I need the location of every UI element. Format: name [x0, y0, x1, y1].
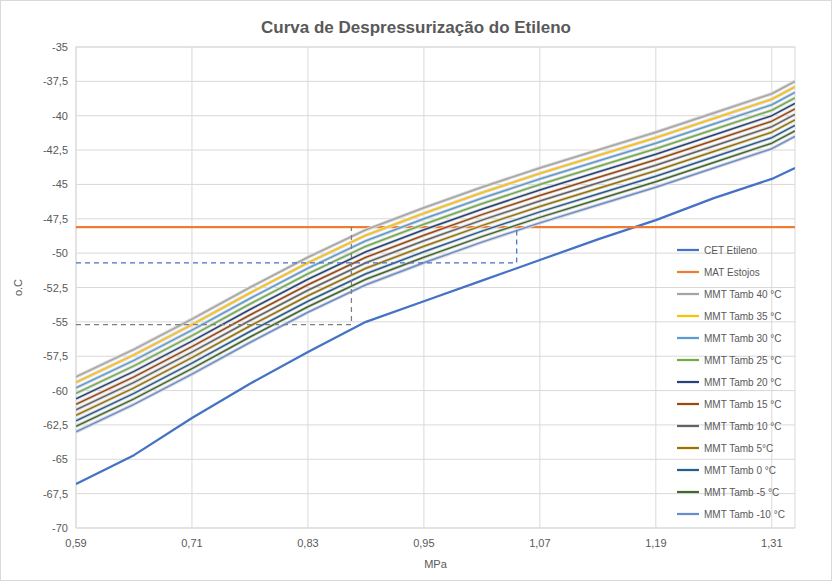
x-tick-label: 0,71	[181, 537, 202, 549]
y-tick-label: -52,5	[43, 282, 68, 294]
chart-svg: Curva de Despressurização do Etileno-35-…	[0, 0, 832, 581]
y-tick-label: -62,5	[43, 419, 68, 431]
y-axis-label: o.C	[12, 279, 24, 296]
x-axis-label: MPa	[424, 558, 448, 570]
legend-swatch	[677, 249, 699, 251]
y-grid-line	[76, 459, 795, 460]
y-tick-label: -47,5	[43, 213, 68, 225]
y-tick-label: -35	[52, 41, 68, 53]
chart-title: Curva de Despressurização do Etileno	[261, 18, 571, 37]
y-grid-line	[76, 81, 795, 82]
legend-swatch	[677, 513, 699, 515]
x-tick-label: 0,83	[297, 537, 318, 549]
y-tick-label: -40	[52, 110, 68, 122]
axes: -35 -37,5 -40 -42,5 -45 -47,5 -50 -52,5 -55 -57,5…	[43, 41, 795, 549]
y-grid-line	[76, 115, 795, 116]
grid	[76, 47, 795, 528]
legend-label: MMT Tamb -10 °C	[704, 509, 785, 520]
legend-label: MMT Tamb 5°C	[704, 443, 773, 454]
y-grid-line	[76, 493, 795, 494]
y-tick-label: -57,5	[43, 350, 68, 362]
x-tick-label: 0,59	[65, 537, 86, 549]
x-tick-label: 1,19	[645, 537, 666, 549]
y-tick-label: -70	[52, 522, 68, 534]
series-group	[76, 81, 795, 484]
legend-swatch	[677, 315, 699, 317]
chart-border	[1, 1, 832, 581]
legend-label: MMT Tamb 10 °C	[704, 421, 782, 432]
legend-label: MMT Tamb 0 °C	[704, 465, 776, 476]
legend-swatch	[677, 425, 699, 427]
x-tick-label: 1,31	[761, 537, 782, 549]
x-grid-line	[307, 47, 308, 528]
legend-swatch	[677, 381, 699, 383]
legend-label: MMT Tamb 25 °C	[704, 355, 782, 366]
y-tick-label: -60	[52, 385, 68, 397]
chart-container: Curva de Despressurização do Etileno-35-…	[0, 0, 832, 581]
legend-swatch	[677, 337, 699, 339]
legend-label: MAT Estojos	[704, 267, 760, 278]
legend-swatch	[677, 447, 699, 449]
y-tick-label: -42,5	[43, 144, 68, 156]
y-tick-label: -67,5	[43, 488, 68, 500]
legend-swatch	[677, 271, 699, 273]
legend-label: MMT Tamb 20 °C	[704, 377, 782, 388]
y-tick-label: -65	[52, 453, 68, 465]
legend-swatch	[677, 491, 699, 493]
y-tick-label: -50	[52, 247, 68, 259]
legend: CET Etileno MAT Estojos MMT Tamb 40 °C MMT …	[677, 245, 785, 520]
legend-swatch	[677, 359, 699, 361]
y-grid-line	[76, 184, 795, 185]
legend-swatch	[677, 469, 699, 471]
x-tick-label: 1,07	[529, 537, 550, 549]
legend-label: CET Etileno	[704, 245, 758, 256]
y-grid-line	[76, 287, 795, 288]
series-line-glow	[76, 136, 795, 431]
series-line	[76, 136, 795, 431]
x-grid-line	[539, 47, 540, 528]
x-grid-line	[655, 47, 656, 528]
y-tick-label: -45	[52, 178, 68, 190]
legend-swatch	[677, 403, 699, 405]
legend-swatch	[677, 293, 699, 295]
legend-label: MMT Tamb 40 °C	[704, 289, 782, 300]
guide-line	[76, 227, 517, 263]
x-tick-label: 0,95	[413, 537, 434, 549]
legend-label: MMT Tamb 35 °C	[704, 311, 782, 322]
x-grid-line	[191, 47, 192, 528]
legend-label: MMT Tamb -5 °C	[704, 487, 779, 498]
guide-line	[76, 227, 351, 325]
y-tick-label: -37,5	[43, 75, 68, 87]
y-grid-line	[76, 390, 795, 391]
legend-label: MMT Tamb 30 °C	[704, 333, 782, 344]
plot-frame	[76, 47, 795, 528]
x-grid-line	[423, 47, 424, 528]
legend-label: MMT Tamb 15 °C	[704, 399, 782, 410]
y-tick-label: -55	[52, 316, 68, 328]
